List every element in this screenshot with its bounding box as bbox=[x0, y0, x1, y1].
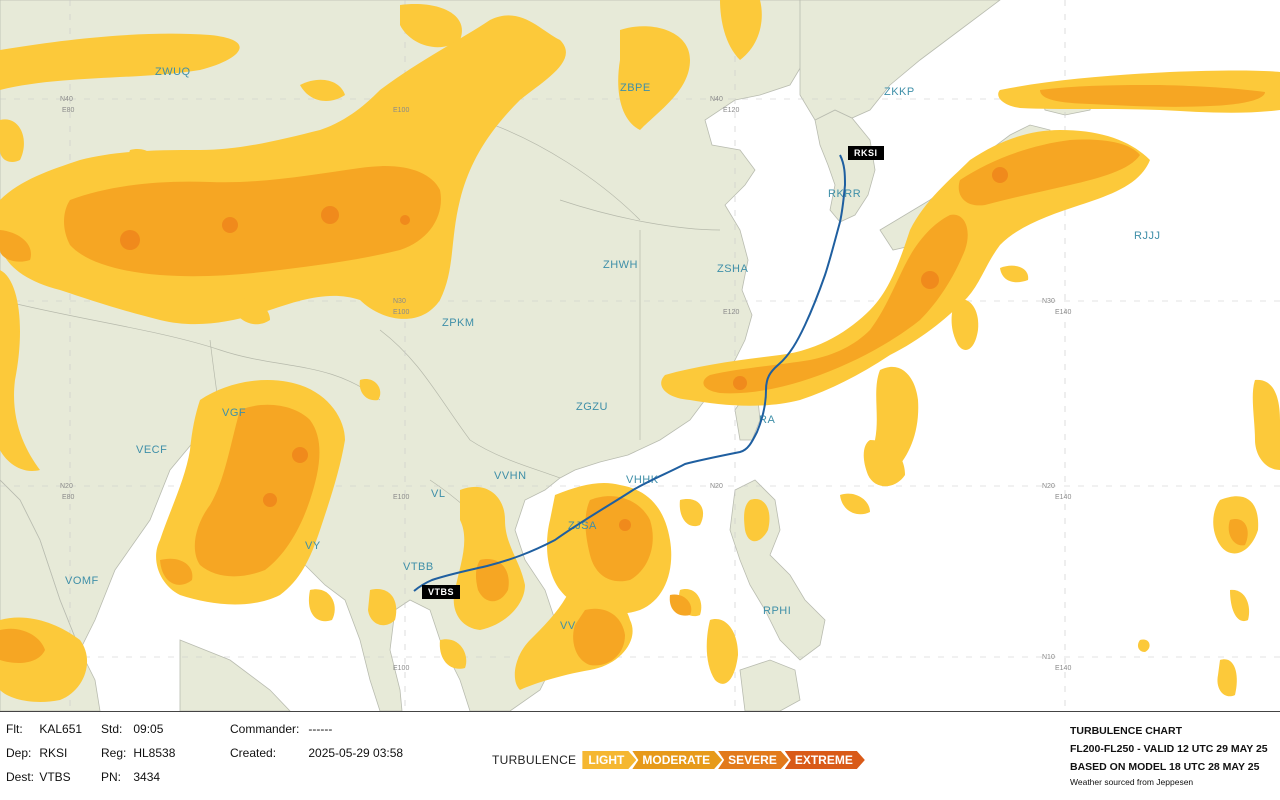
flight-number-row: Flt: KAL651 bbox=[6, 722, 82, 736]
fir-label: VTBB bbox=[403, 561, 434, 573]
dest-label: Dest: bbox=[6, 770, 35, 784]
legend-extreme: EXTREME bbox=[785, 751, 865, 769]
pn-label: PN: bbox=[101, 770, 122, 784]
grid-label-e120b: E120 bbox=[723, 309, 739, 316]
grid-label-n10: N10 bbox=[1042, 654, 1055, 661]
grid-label-n20c: N20 bbox=[1042, 483, 1055, 490]
destination-airport-tag[interactable]: VTBS bbox=[422, 585, 461, 599]
pn-row: PN: 3434 bbox=[101, 770, 160, 784]
grid-label-e80b: E80 bbox=[62, 494, 75, 501]
grid-label-e140c: E140 bbox=[1055, 665, 1071, 672]
grid-label-n20b: N20 bbox=[710, 483, 723, 490]
grid-label-e120: E120 bbox=[723, 107, 739, 114]
grid-label-e140b: E140 bbox=[1055, 494, 1071, 501]
commander-value: ------ bbox=[308, 722, 333, 736]
legend-moderate: MODERATE bbox=[632, 751, 722, 769]
departure-airport-tag[interactable]: RKSI bbox=[848, 146, 884, 160]
legend-light: LIGHT bbox=[582, 751, 636, 769]
grid-label-n30: N30 bbox=[393, 298, 406, 305]
reg-label: Reg: bbox=[101, 746, 127, 760]
departure-row: Dep: RKSI bbox=[6, 746, 67, 760]
commander-row: Commander: ------ bbox=[230, 722, 332, 736]
fir-label: VOMF bbox=[65, 575, 99, 587]
fir-label: ZBPE bbox=[620, 82, 651, 94]
grid-label-e100c: E100 bbox=[393, 494, 409, 501]
destination-row: Dest: VTBS bbox=[6, 770, 71, 784]
fir-label: RJJJ bbox=[1134, 230, 1160, 242]
flight-route bbox=[413, 154, 847, 592]
chart-validity: FL200-FL250 - VALID 12 UTC 29 MAY 25 bbox=[1070, 743, 1268, 755]
weather-source: Weather sourced from Jeppesen bbox=[1070, 777, 1194, 787]
commander-label: Commander: bbox=[230, 722, 300, 736]
fir-labels: ZWUQ ZBPE ZKKP RJJJ ZHWH ZSHA ZPKM VGF Z… bbox=[65, 66, 1160, 632]
reg-value: HL8538 bbox=[133, 746, 176, 760]
grid-label-n20: N20 bbox=[60, 483, 73, 490]
border-lines bbox=[0, 119, 721, 541]
fir-label: VHHK bbox=[626, 474, 659, 486]
legend-severe: SEVERE bbox=[718, 751, 789, 769]
std-row: Std: 09:05 bbox=[101, 722, 163, 736]
fir-label: ZWUQ bbox=[155, 66, 191, 78]
fir-label: ZPKM bbox=[442, 317, 475, 329]
std-label: Std: bbox=[101, 722, 123, 736]
dep-label: Dep: bbox=[6, 746, 32, 760]
flt-label: Flt: bbox=[6, 722, 23, 736]
turbulence-moderate bbox=[0, 85, 1265, 666]
fir-label: VV bbox=[560, 620, 576, 632]
created-value: 2025-05-29 03:58 bbox=[308, 746, 404, 760]
chart-title: TURBULENCE CHART bbox=[1070, 725, 1182, 737]
turbulence-legend: TURBULENCE LIGHT MODERATE SEVERE EXTREME bbox=[492, 751, 861, 769]
turbulence-map[interactable]: N40 E80 E100 N40 E120 N30 E100 E120 N30 … bbox=[0, 0, 1280, 712]
map-canvas: N40 E80 E100 N40 E120 N30 E100 E120 N30 … bbox=[0, 0, 1280, 711]
fir-label: VECF bbox=[136, 444, 167, 456]
fir-label: ZKKP bbox=[884, 86, 915, 98]
grid-label-e140: E140 bbox=[1055, 309, 1071, 316]
fir-label: ZGZU bbox=[576, 401, 608, 413]
grid-label-e100d: E100 bbox=[393, 665, 409, 672]
grid-label-e80: E80 bbox=[62, 107, 75, 114]
grid-label-n40: N40 bbox=[60, 96, 73, 103]
grid-label-e100: E100 bbox=[393, 107, 409, 114]
registration-row: Reg: HL8538 bbox=[101, 746, 175, 760]
pn-value: 3434 bbox=[133, 770, 161, 784]
flt-value: KAL651 bbox=[39, 722, 83, 736]
created-label: Created: bbox=[230, 746, 277, 760]
fir-label: ZJSA bbox=[568, 520, 597, 532]
legend-title: TURBULENCE bbox=[492, 753, 577, 767]
fir-label: VGF bbox=[222, 407, 246, 419]
fir-label: ZHWH bbox=[603, 259, 638, 271]
fir-label: VL bbox=[431, 488, 445, 500]
grid-label-n30b: N30 bbox=[1042, 298, 1055, 305]
fir-label: ZSHA bbox=[717, 263, 749, 275]
dep-value: RKSI bbox=[39, 746, 68, 760]
fir-label: VY bbox=[305, 540, 321, 552]
dest-value: VTBS bbox=[39, 770, 71, 784]
std-value: 09:05 bbox=[133, 722, 164, 736]
fir-label: VVHN bbox=[494, 470, 527, 482]
created-row: Created: 2025-05-29 03:58 bbox=[230, 746, 403, 760]
chart-model-basis: BASED ON MODEL 18 UTC 28 MAY 25 bbox=[1070, 761, 1260, 773]
grid-label-e100b: E100 bbox=[393, 309, 409, 316]
turbulence-severe bbox=[120, 167, 1008, 531]
fir-label: RPHI bbox=[763, 605, 791, 617]
grid-label-n40b: N40 bbox=[710, 96, 723, 103]
grid-labels: N40 E80 E100 N40 E120 N30 E100 E120 N30 … bbox=[60, 96, 1071, 672]
